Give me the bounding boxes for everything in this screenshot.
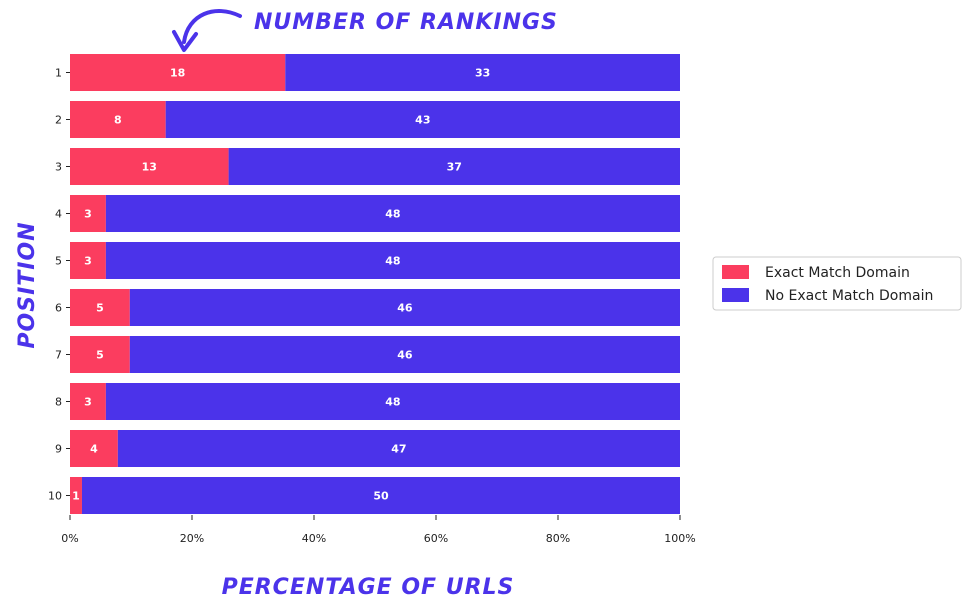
bar-segment-exact-match-pos-8 (70, 383, 106, 420)
data-label-exact-match-pos-8: 3 (84, 396, 92, 409)
data-label-exact-match-pos-3: 13 (142, 161, 157, 174)
x-tick-label-1: 20% (180, 532, 204, 545)
bar-segment-no-exact-match-pos-1 (285, 54, 680, 91)
data-label-exact-match-pos-6: 5 (96, 302, 104, 315)
bar-segment-exact-match-pos-1 (70, 54, 286, 91)
data-label-exact-match-pos-4: 3 (84, 208, 92, 221)
annotation-arrow-icon (182, 9, 242, 44)
bar-segment-no-exact-match-pos-9 (117, 430, 681, 467)
bar-segment-exact-match-pos-3 (70, 148, 229, 185)
bar-segment-no-exact-match-pos-4 (105, 195, 680, 232)
data-label-no-exact-match-pos-7: 46 (397, 349, 413, 362)
y-axis-title: POSITION (15, 221, 40, 348)
data-label-no-exact-match-pos-8: 48 (385, 396, 400, 409)
bar-segment-exact-match-pos-4 (70, 195, 106, 232)
bar-segment-exact-match-pos-6 (70, 289, 130, 326)
y-tick-label-10: 10 (48, 490, 62, 503)
data-label-no-exact-match-pos-6: 46 (397, 302, 413, 315)
bar-segment-exact-match-pos-10 (70, 477, 82, 514)
data-label-no-exact-match-pos-5: 48 (385, 255, 400, 268)
legend-label-exact-match: Exact Match Domain (765, 265, 910, 281)
y-tick-label-7: 7 (55, 349, 62, 362)
data-label-exact-match-pos-7: 5 (96, 349, 104, 362)
y-axis: 1 2 3 4 5 6 7 8 9 10 (48, 67, 70, 503)
data-label-no-exact-match-pos-2: 43 (415, 114, 430, 127)
bar-segment-no-exact-match-pos-6 (129, 289, 681, 326)
x-tick-label-2: 40% (302, 532, 326, 545)
legend: Exact Match Domain No Exact Match Domain (712, 256, 962, 311)
legend-label-no-exact-match: No Exact Match Domain (765, 288, 933, 304)
bar-segment-exact-match-pos-5 (70, 242, 106, 279)
data-label-exact-match-pos-2: 8 (114, 114, 122, 127)
y-tick-label-5: 5 (55, 255, 62, 268)
y-tick-label-3: 3 (55, 161, 62, 174)
legend-swatch-exact-match (722, 265, 749, 279)
data-label-no-exact-match-pos-1: 33 (475, 67, 490, 80)
bar-segment-no-exact-match-pos-5 (105, 242, 680, 279)
bar-segment-no-exact-match-pos-10 (81, 477, 680, 514)
data-label-no-exact-match-pos-9: 47 (391, 443, 406, 456)
data-label-exact-match-pos-5: 3 (84, 255, 92, 268)
y-tick-label-1: 1 (55, 67, 62, 80)
bar-segment-exact-match-pos-7 (70, 336, 130, 373)
bar-segment-no-exact-match-pos-8 (105, 383, 680, 420)
x-axis: 0% 20% 40% 60% 80% 100% (61, 515, 696, 545)
y-tick-label-2: 2 (55, 114, 62, 127)
data-label-no-exact-match-pos-3: 37 (447, 161, 462, 174)
y-tick-label-4: 4 (55, 208, 62, 221)
y-tick-label-9: 9 (55, 443, 62, 456)
bar-segment-no-exact-match-pos-2 (165, 101, 680, 138)
x-tick-label-5: 100% (664, 532, 695, 545)
data-label-no-exact-match-pos-10: 50 (373, 490, 389, 503)
x-tick-label-3: 60% (424, 532, 448, 545)
bar-segment-no-exact-match-pos-3 (228, 148, 680, 185)
y-tick-label-6: 6 (55, 302, 62, 315)
y-tick-label-8: 8 (55, 396, 62, 409)
data-label-exact-match-pos-1: 18 (170, 67, 185, 80)
plot-area: 18 33 8 43 13 37 3 48 3 48 5 46 5 46 3 48 4 47 1 50 (70, 54, 681, 514)
bar-segment-no-exact-match-pos-7 (129, 336, 681, 373)
legend-swatch-no-exact-match (722, 288, 749, 302)
annotation-arrowhead-icon (172, 30, 198, 52)
data-label-exact-match-pos-9: 4 (90, 443, 98, 456)
x-tick-label-0: 0% (61, 532, 78, 545)
annotation-text: NUMBER OF RANKINGS (254, 10, 558, 35)
x-tick-label-4: 80% (546, 532, 570, 545)
legend-frame (712, 256, 962, 311)
x-axis-title: PERCENTAGE OF URLS (222, 575, 515, 600)
data-label-no-exact-match-pos-4: 48 (385, 208, 400, 221)
bar-segment-exact-match-pos-2 (70, 101, 166, 138)
data-label-exact-match-pos-10: 1 (72, 490, 80, 503)
bar-segment-exact-match-pos-9 (70, 430, 118, 467)
